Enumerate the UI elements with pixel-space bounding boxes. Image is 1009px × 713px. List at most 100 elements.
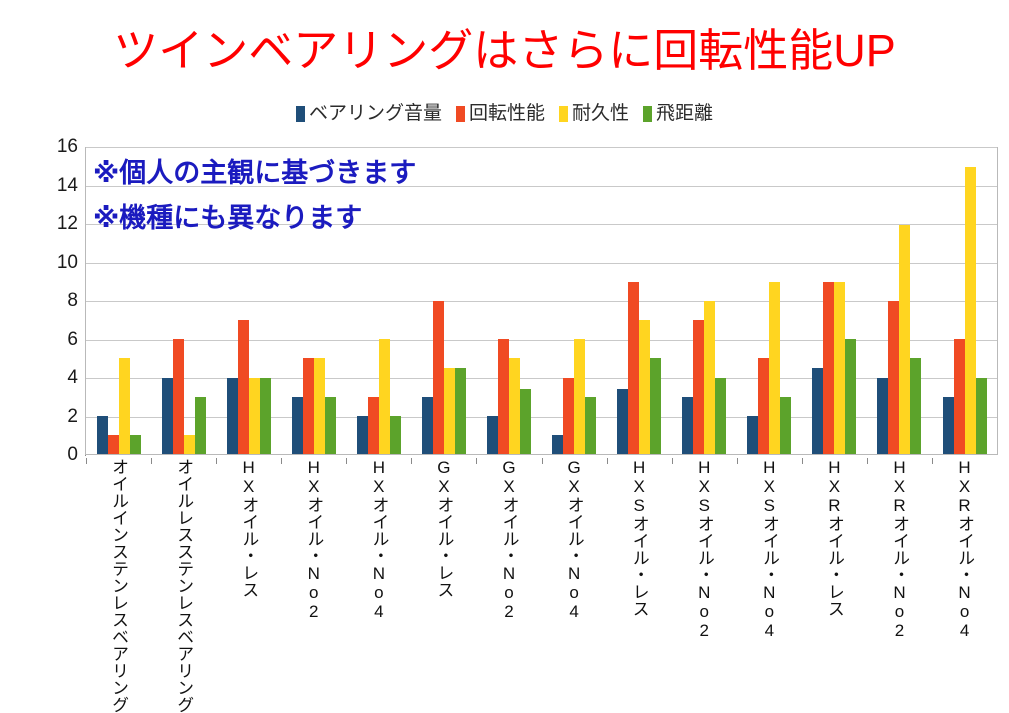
bar[interactable]: [291, 396, 303, 454]
bar[interactable]: [509, 358, 520, 454]
legend-label: 耐久性: [572, 103, 630, 124]
bars-layer: [86, 148, 997, 454]
x-axis-category-label: HXRオイル・No2: [889, 458, 909, 640]
x-axis-category: HXSオイル・No4: [736, 458, 802, 658]
gridline: [86, 301, 997, 302]
x-axis-tick: [671, 458, 673, 464]
bar[interactable]: [888, 301, 900, 454]
bar[interactable]: [574, 339, 586, 454]
bar[interactable]: [812, 367, 824, 454]
bar[interactable]: [715, 377, 727, 454]
bar[interactable]: [389, 415, 401, 454]
bar[interactable]: [302, 358, 314, 454]
bar[interactable]: [845, 339, 857, 454]
x-axis-category-label: GXオイル・No2: [499, 458, 519, 621]
bar-group: [281, 148, 346, 454]
bar-group: [607, 148, 672, 454]
page-title: ツインベアリングはさらに回転性能UP: [113, 25, 896, 76]
bar[interactable]: [585, 396, 597, 454]
bar[interactable]: [964, 167, 976, 454]
x-axis-tick: [86, 458, 87, 464]
bar[interactable]: [747, 415, 759, 454]
bar[interactable]: [248, 377, 260, 454]
y-axis-tick-label: 6: [67, 328, 78, 350]
bar[interactable]: [942, 396, 954, 454]
gridline: [86, 224, 997, 225]
legend-label: 飛距離: [656, 103, 714, 124]
bar[interactable]: [704, 301, 716, 454]
bar[interactable]: [324, 396, 336, 454]
bar[interactable]: [563, 377, 575, 454]
bar-group: [346, 148, 411, 454]
x-axis-tick: [541, 458, 543, 464]
legend-label: 回転性能: [468, 103, 545, 124]
bar[interactable]: [443, 367, 455, 454]
legend-item[interactable]: 飛距離: [643, 104, 713, 124]
bar[interactable]: [421, 396, 433, 454]
bar[interactable]: [356, 415, 368, 454]
bar[interactable]: [96, 415, 108, 454]
bar[interactable]: [628, 281, 640, 454]
y-axis-tick-label: 4: [67, 367, 78, 388]
y-axis-tick-label: 12: [56, 213, 78, 234]
bar[interactable]: [129, 434, 141, 454]
bar[interactable]: [172, 339, 184, 454]
gridline: [86, 262, 997, 264]
bar[interactable]: [758, 358, 770, 454]
x-axis-category: HXRオイル・No2: [866, 458, 932, 658]
bar[interactable]: [910, 358, 922, 454]
gridline: [86, 378, 997, 379]
bar[interactable]: [975, 377, 987, 454]
bar-group: [802, 148, 867, 454]
bar[interactable]: [780, 396, 792, 454]
annotation-model-varies: ※機種にも異なります: [93, 203, 363, 233]
bar-group: [216, 148, 281, 454]
bar[interactable]: [769, 281, 781, 454]
bar[interactable]: [259, 377, 271, 454]
bar[interactable]: [432, 301, 444, 454]
legend-swatch-icon: [295, 106, 305, 122]
legend-item[interactable]: ベアリング音量: [295, 104, 442, 124]
bar[interactable]: [617, 388, 629, 454]
bar[interactable]: [194, 396, 206, 454]
x-axis-category: HXSオイル・No2: [671, 458, 737, 658]
bar[interactable]: [378, 339, 390, 454]
chart-legend: ベアリング音量 回転性能 耐久性 飛距離: [0, 104, 1009, 124]
x-axis-category-label: GXオイル・レス: [434, 458, 454, 598]
bar[interactable]: [107, 434, 119, 454]
bar[interactable]: [226, 377, 238, 454]
gridline: [86, 185, 997, 187]
bar[interactable]: [118, 358, 130, 454]
bar[interactable]: [520, 388, 531, 454]
legend-item[interactable]: 耐久性: [559, 104, 629, 124]
x-axis-tick: [932, 458, 934, 464]
bar[interactable]: [454, 367, 466, 454]
legend-item[interactable]: 回転性能: [455, 103, 545, 124]
bar[interactable]: [313, 358, 325, 454]
bar[interactable]: [552, 434, 564, 454]
bar[interactable]: [682, 396, 694, 454]
bar[interactable]: [693, 320, 705, 454]
bar[interactable]: [183, 434, 195, 454]
bar[interactable]: [823, 281, 835, 454]
bar[interactable]: [953, 339, 965, 454]
x-axis-category-label: オイルインステンレスベアリング: [109, 458, 129, 713]
bar[interactable]: [498, 339, 509, 454]
x-axis-category: HXオイル・レス: [216, 458, 281, 658]
x-axis-category-label: HXオイル・レス: [239, 458, 259, 598]
bar[interactable]: [877, 377, 889, 454]
bar[interactable]: [639, 320, 651, 454]
x-axis-category-label: HXSオイル・レス: [629, 458, 649, 617]
bar[interactable]: [367, 396, 379, 454]
bar[interactable]: [650, 358, 662, 454]
x-axis-category-label: HXRオイル・No4: [955, 458, 975, 640]
bar[interactable]: [487, 415, 498, 454]
bar[interactable]: [161, 377, 173, 454]
bar[interactable]: [899, 224, 911, 454]
bar[interactable]: [237, 320, 249, 454]
x-axis-category: HXRオイル・No4: [932, 458, 997, 658]
bar[interactable]: [834, 281, 846, 454]
x-axis-tick: [346, 458, 348, 464]
bar-group: [86, 148, 151, 454]
